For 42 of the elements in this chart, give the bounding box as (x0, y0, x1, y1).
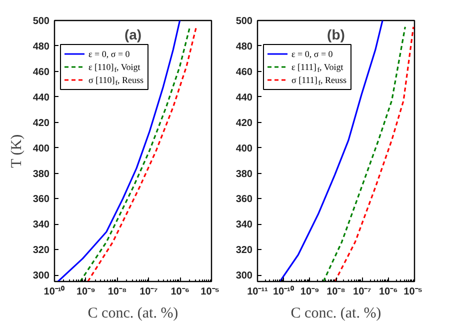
text: (b) (327, 26, 345, 42)
legend-label: ε = 0, σ = 0 (88, 49, 130, 59)
x-tick-label: 10⁻⁶ (170, 286, 190, 298)
y-tick-label: 440 (32, 92, 50, 104)
y-axis-title: T (K) (8, 134, 25, 168)
x-tick-label: 10⁻⁷ (140, 286, 158, 298)
x-tick-label: 10⁻¹⁰ (272, 286, 294, 298)
y-tick-label: 380 (236, 168, 253, 180)
x-tick-label: 10⁻⁸ (108, 286, 127, 298)
y-tick-label: 420 (236, 118, 253, 129)
x-tick-label: 10⁻⁹ (300, 286, 320, 298)
y-tick-label: 300 (32, 270, 50, 282)
y-tick-label: 460 (236, 66, 253, 78)
x-tick-label: 10⁻¹¹ (247, 286, 269, 298)
y-tick-label: 360 (236, 194, 253, 206)
y-tick-label: 300 (236, 270, 253, 282)
x-tick-label: 10⁻⁹ (76, 286, 96, 298)
text: (a) (124, 26, 142, 42)
y-tick-label: 320 (32, 245, 50, 256)
legend-label: ε = 0, σ = 0 (292, 49, 334, 59)
x-tick-label: 10⁻⁵ (200, 286, 220, 298)
y-tick-label: 500 (32, 16, 50, 27)
y-tick-label: 340 (236, 220, 253, 231)
x-tick-label: 10⁻¹⁰ (44, 286, 66, 298)
y-tick-label: 480 (32, 41, 50, 52)
y-tick-label: 400 (236, 143, 253, 154)
x-tick-label: 10⁻⁸ (326, 286, 346, 298)
y-tick-label: 420 (32, 118, 50, 129)
x-tick-label: 10⁻⁵ (404, 286, 423, 298)
y-tick-label: 400 (32, 143, 50, 154)
y-tick-label: 380 (32, 168, 50, 180)
y-tick-label: 320 (236, 245, 253, 256)
y-tick-label: 480 (236, 41, 253, 52)
x-tick-label: 10⁻⁶ (378, 286, 398, 298)
y-tick-label: 360 (32, 194, 50, 206)
y-tick-label: 440 (236, 92, 253, 104)
x-axis-title: C conc. (at. %) (88, 306, 178, 321)
y-tick-label: 460 (32, 66, 50, 78)
x-axis-title: C conc. (at. %) (290, 306, 382, 321)
y-tick-label: 500 (236, 16, 253, 27)
y-tick-label: 340 (32, 220, 50, 231)
x-tick-label: 10⁻⁷ (353, 286, 372, 298)
